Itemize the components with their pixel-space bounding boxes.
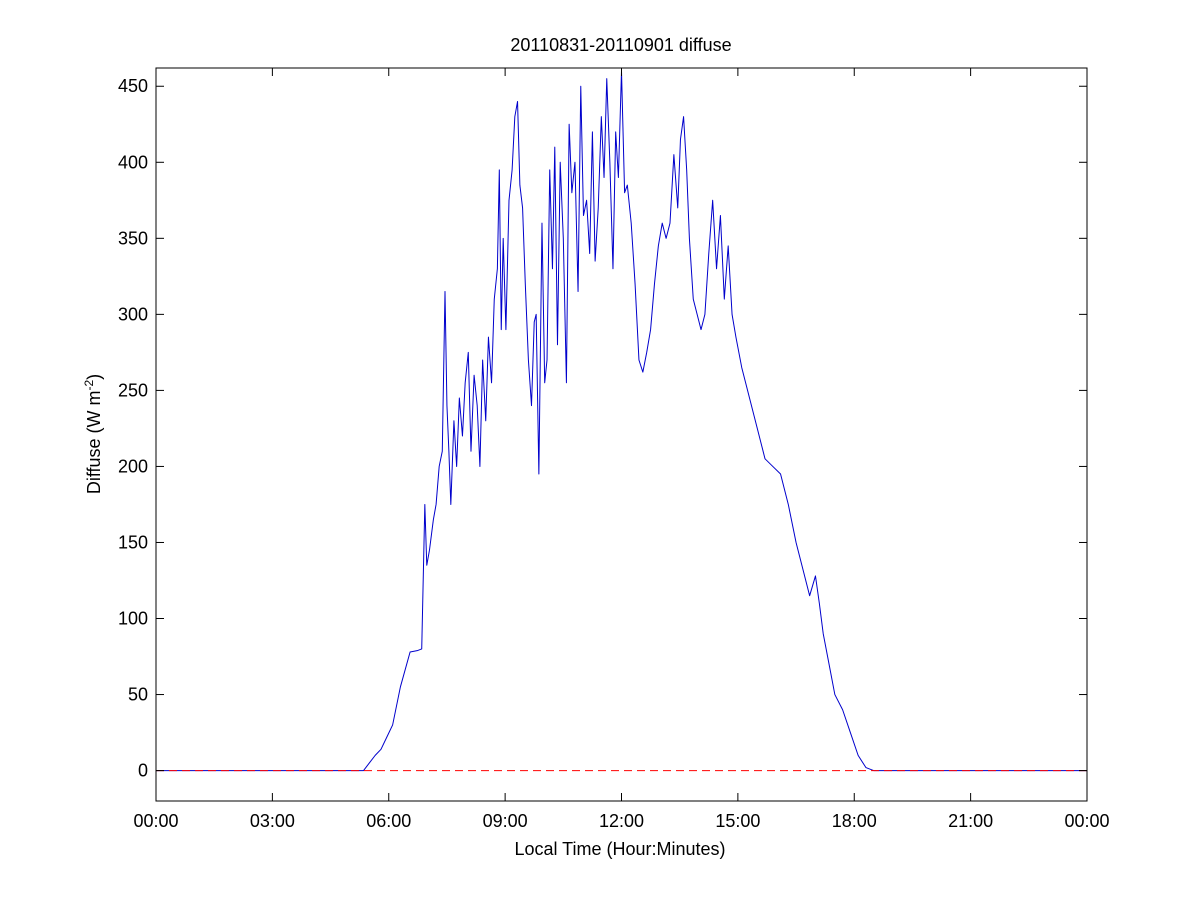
y-axis-label-close: ) <box>84 374 104 380</box>
y-tick-label: 450 <box>118 76 148 96</box>
y-axis-label-superscript: -2 <box>82 379 96 390</box>
y-axis-label-main: Diffuse (W m <box>84 390 104 494</box>
chart-title: 20110831-20110901 diffuse <box>510 35 731 55</box>
y-tick-label: 300 <box>118 304 148 324</box>
x-tick-label: 00:00 <box>133 811 178 831</box>
x-tick-label: 00:00 <box>1064 811 1109 831</box>
x-ticks: 00:00 03:00 06:00 09:00 12:00 15:00 18:00 21:00… <box>133 68 1110 831</box>
x-tick-label: 18:00 <box>832 811 877 831</box>
y-tick-label: 200 <box>118 456 148 476</box>
x-tick-label: 12:00 <box>599 811 644 831</box>
x-axis-label: Local Time (Hour:Minutes) <box>514 839 725 859</box>
y-tick-label: 150 <box>118 532 148 552</box>
plot-area-background <box>156 68 1087 801</box>
x-tick-label: 06:00 <box>366 811 411 831</box>
x-tick-label: 03:00 <box>250 811 295 831</box>
y-tick-label: 350 <box>118 228 148 248</box>
y-tick-label: 50 <box>128 685 148 705</box>
x-tick-label: 21:00 <box>948 811 993 831</box>
x-tick-label: 09:00 <box>483 811 528 831</box>
y-ticks: 0 50 100 150 200 250 300 350 400 450 <box>118 76 1087 781</box>
x-tick-label: 15:00 <box>715 811 760 831</box>
y-axis-label: Diffuse (W m-2) <box>82 374 104 494</box>
series-layer <box>156 70 1087 772</box>
series-line-0 <box>156 70 1087 772</box>
y-tick-label: 0 <box>138 761 148 781</box>
y-tick-label: 250 <box>118 380 148 400</box>
y-tick-label: 400 <box>118 152 148 172</box>
y-tick-label: 100 <box>118 609 148 629</box>
